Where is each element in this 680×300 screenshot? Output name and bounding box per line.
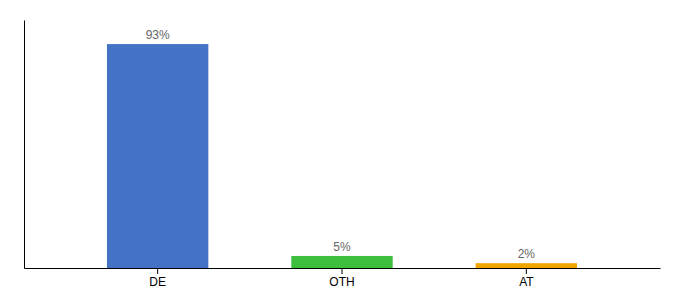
data-label: 2% — [518, 247, 536, 261]
bars — [107, 44, 577, 268]
x-axis: DE OTH AT — [25, 268, 661, 289]
x-tick: AT — [519, 268, 534, 289]
bar — [476, 263, 577, 268]
x-tick-mark — [157, 268, 158, 274]
x-tick-label: OTH — [329, 275, 354, 289]
bar — [291, 256, 392, 268]
x-tick: OTH — [329, 268, 354, 289]
bar — [107, 44, 208, 268]
y-axis-line — [24, 21, 25, 269]
data-label: 5% — [333, 240, 351, 254]
x-tick-mark — [342, 268, 343, 274]
chart: 93% 5% 2% DE OTH AT — [0, 0, 680, 300]
x-tick-mark — [526, 268, 527, 274]
x-tick-label: AT — [519, 275, 534, 289]
data-labels: 93% 5% 2% — [146, 28, 536, 261]
x-tick: DE — [149, 268, 166, 289]
x-tick-label: DE — [149, 275, 166, 289]
y-axis — [24, 21, 25, 269]
data-label: 93% — [146, 28, 170, 42]
